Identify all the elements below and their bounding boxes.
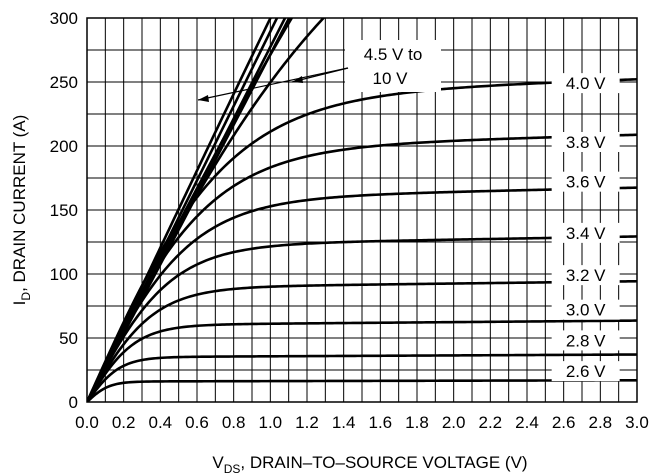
- group-annotation: 4.5 V to 10 V: [197, 40, 441, 102]
- axis-titles: VDS, DRAIN–TO–SOURCE VOLTAGE (V) ID, DRA…: [10, 115, 528, 476]
- series-line: [87, 235, 637, 402]
- series-line: [87, 319, 637, 402]
- series-label: 3.2 V: [566, 266, 606, 285]
- y-tick-label: 50: [59, 329, 78, 348]
- x-tick-label: 0.6: [185, 413, 209, 432]
- series-label-bg: [551, 265, 620, 286]
- tick-labels: 0.0 0.2 0.4 0.6 0.8 1.0 1.2 1.4 1.6 1.8 2.0 2.2 2.4 2…: [50, 9, 649, 432]
- y-tick-label: 0: [69, 393, 78, 412]
- group-annotation-box: [345, 40, 441, 92]
- plot-border: [86, 17, 638, 403]
- series-line: [87, 133, 637, 402]
- y-tick-label: 200: [50, 137, 78, 156]
- x-tick-label: 1.6: [369, 413, 393, 432]
- curves: [87, 18, 637, 402]
- x-tick-label: 0.8: [222, 413, 246, 432]
- x-tick-label: 2.0: [442, 413, 466, 432]
- series-label-bg: [551, 361, 620, 382]
- group-annotation-line1: 4.5 V to: [364, 45, 423, 64]
- plot-frame: [86, 17, 638, 403]
- y-tick-label: 100: [50, 265, 78, 284]
- series-label: 2.6 V: [566, 362, 606, 381]
- series-label: 3.0 V: [566, 301, 606, 320]
- x-tick-label: 1.2: [295, 413, 319, 432]
- curve-labels: 2.6 V 2.8 V 3.0 V 3.2 V 3.4 V 3.6 V 3.8 V 4.0 V: [551, 73, 620, 382]
- series-line: [87, 378, 637, 402]
- series-line: [87, 353, 637, 402]
- series-line: [87, 18, 291, 402]
- series-label: 3.6 V: [566, 173, 606, 192]
- series-label-bg: [551, 222, 620, 243]
- y-axis-title-main: I: [10, 301, 29, 306]
- series-line: [87, 279, 637, 402]
- y-axis-title-rest: , DRAIN CURRENT (A): [10, 115, 29, 292]
- x-tick-label: 2.6: [552, 413, 576, 432]
- x-tick-label: 2.4: [515, 413, 539, 432]
- x-tick-label: 0.4: [149, 413, 173, 432]
- annotation-arrowhead: [198, 95, 209, 102]
- x-tick-label: 1.8: [405, 413, 429, 432]
- series-label: 2.8 V: [566, 331, 606, 350]
- x-tick-label: 0.0: [75, 413, 99, 432]
- series-line: [87, 186, 637, 402]
- annotation-arrow-line: [197, 67, 349, 101]
- x-tick-label: 1.0: [259, 413, 283, 432]
- series-label-bg: [551, 171, 620, 192]
- x-axis-title-main: V: [212, 453, 224, 472]
- group-annotation-line2: 10 V: [373, 69, 409, 88]
- series-label-bg: [551, 330, 620, 351]
- series-line: [87, 18, 272, 402]
- annotation-arrowhead: [292, 76, 303, 83]
- series-label-bg: [551, 73, 620, 94]
- series-label-bg: [551, 132, 620, 152]
- x-tick-label: 2.8: [589, 413, 613, 432]
- x-tick-label: 1.4: [332, 413, 356, 432]
- y-tick-label: 300: [50, 9, 78, 28]
- series-label: 4.0 V: [566, 74, 606, 93]
- x-tick-label: 2.2: [479, 413, 503, 432]
- x-axis-title-sub: DS: [224, 462, 241, 476]
- y-tick-label: 250: [50, 73, 78, 92]
- x-tick-label: 3.0: [625, 413, 649, 432]
- x-axis-title: VDS, DRAIN–TO–SOURCE VOLTAGE (V): [212, 453, 527, 476]
- series-line: [87, 18, 279, 402]
- y-tick-label: 150: [50, 201, 78, 220]
- y-axis-title: ID, DRAIN CURRENT (A): [10, 115, 33, 306]
- x-tick-label: 0.2: [112, 413, 136, 432]
- y-axis-title-sub: D: [19, 292, 33, 301]
- series-label: 3.4 V: [566, 224, 606, 243]
- series-label: 3.8 V: [566, 133, 606, 152]
- series-label-bg: [551, 299, 620, 320]
- x-axis-title-rest: , DRAIN–TO–SOURCE VOLTAGE (V): [240, 453, 527, 472]
